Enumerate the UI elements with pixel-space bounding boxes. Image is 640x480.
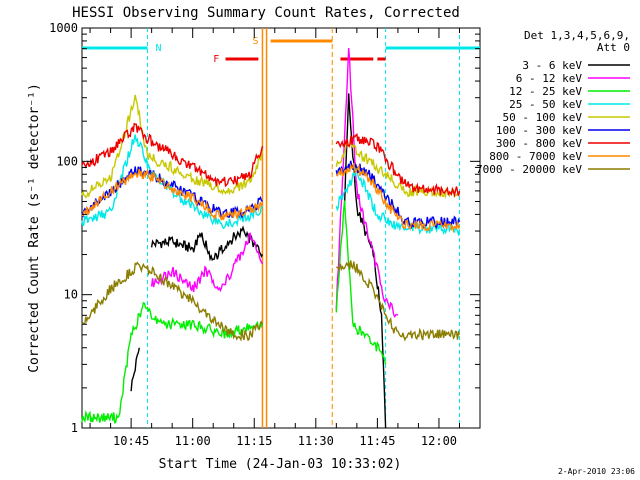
series-9 xyxy=(81,260,461,342)
legend-label-6: 100 - 300 keV xyxy=(496,124,582,137)
legend-label-5: 50 - 100 keV xyxy=(503,111,583,124)
y-tick-label: 10 xyxy=(64,288,78,302)
axes-ticks: 1 10 100 1000 10:45 11:00 11:15 11:30 11:45 12:00 xyxy=(49,21,480,448)
series-5-line-1 xyxy=(81,94,264,199)
series-3-line-1 xyxy=(81,301,264,424)
legend-label-1: 3 - 6 keV xyxy=(522,59,582,72)
series-9-line-1 xyxy=(81,261,264,342)
series-1-line-2 xyxy=(150,225,264,262)
x-tick-label: 11:30 xyxy=(298,434,334,448)
x-tick-label: 10:45 xyxy=(113,434,149,448)
series-5 xyxy=(81,94,461,199)
series-3 xyxy=(81,200,387,424)
y-axis-label: Corrected Count Rate (s⁻¹ detector⁻¹) xyxy=(27,83,42,373)
series-7-line-1 xyxy=(81,122,264,188)
plot-frame xyxy=(81,27,481,429)
series-8-line-2 xyxy=(336,162,461,233)
series-layer xyxy=(81,48,461,429)
series-5-line-2 xyxy=(335,140,461,199)
legend-label-7: 300 - 800 keV xyxy=(496,137,582,150)
observing-markers: N S F xyxy=(82,28,480,428)
x-tick-label: 11:00 xyxy=(175,434,211,448)
flare-marker-label: F xyxy=(213,54,219,65)
y-tick-label: 1 xyxy=(71,421,78,435)
series-9-line-2 xyxy=(336,260,461,342)
legend-label-9: 7000 - 20000 keV xyxy=(476,163,582,176)
series-7-line-2 xyxy=(335,133,461,198)
x-tick-label: 11:45 xyxy=(359,434,395,448)
series-7 xyxy=(81,122,461,198)
series-1-line-1 xyxy=(130,347,140,392)
series-2 xyxy=(150,48,399,318)
series-1 xyxy=(130,93,387,429)
legend-header-line2: Att 0 xyxy=(597,41,630,54)
series-2-line-2 xyxy=(150,232,264,293)
series-8 xyxy=(81,162,461,233)
chart-title: HESSI Observing Summary Count Rates, Cor… xyxy=(72,5,460,21)
legend-label-4: 25 - 50 keV xyxy=(509,98,582,111)
y-tick-label: 1000 xyxy=(49,21,78,35)
series-8-line-1 xyxy=(81,168,264,221)
x-axis-label: Start Time (24-Jan-03 10:33:02) xyxy=(159,457,402,472)
night-marker-label: N xyxy=(156,43,162,54)
series-1-line-3 xyxy=(343,93,387,429)
series-2-line-3 xyxy=(335,48,399,318)
x-tick-label: 12:00 xyxy=(421,434,457,448)
legend-label-3: 12 - 25 keV xyxy=(509,85,582,98)
legend-label-8: 800 - 7000 keV xyxy=(489,150,582,163)
saa-marker-label: S xyxy=(252,36,258,47)
x-tick-label: 11:15 xyxy=(236,434,272,448)
y-tick-label: 100 xyxy=(56,154,78,168)
legend-header-line1: Det 1,3,4,5,6,9, xyxy=(524,29,630,42)
date-stamp: 2-Apr-2010 23:06 xyxy=(558,467,635,476)
legend-label-2: 6 - 12 keV xyxy=(516,72,583,85)
series-3-line-2 xyxy=(335,200,387,365)
